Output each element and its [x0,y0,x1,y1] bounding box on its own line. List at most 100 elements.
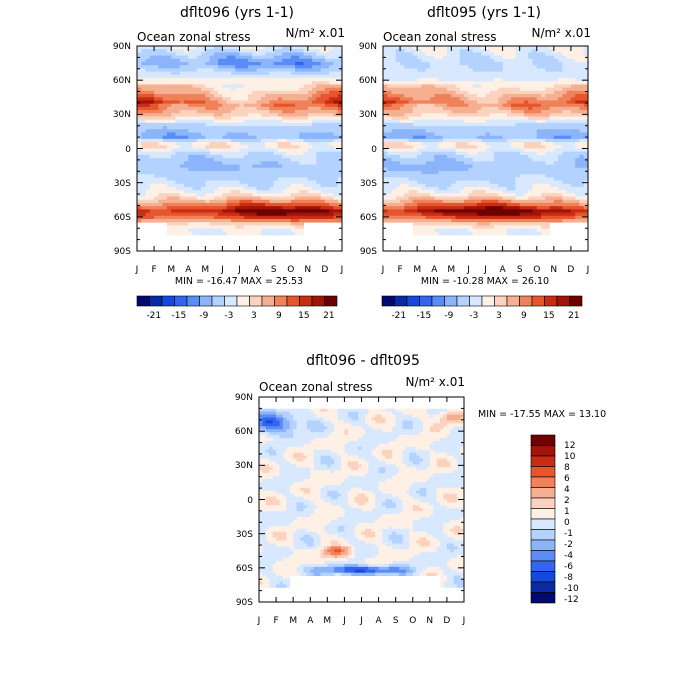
field-cell [511,94,516,98]
field-cell [515,138,521,143]
field-cell [149,100,155,105]
field-cell [218,78,223,82]
field-cell [269,135,275,140]
field-cell [455,68,461,73]
field-cell [408,84,414,89]
field-cell [235,164,240,169]
field-cell [549,87,555,92]
field-cell [523,106,529,111]
field-cell [277,161,283,165]
field-cell [329,145,334,149]
field-cell [337,174,343,178]
field-cell [395,87,401,92]
field-cell [252,90,257,95]
field-cell [417,71,422,76]
field-cell [235,74,240,79]
field-cell [158,58,164,63]
field-cell [324,74,330,79]
field-cell [162,113,168,117]
field-cell [575,122,580,127]
field-cell [438,135,444,140]
field-cell [295,199,300,204]
field-cell [494,65,499,69]
field-cell [511,110,516,114]
field-cell [459,87,465,92]
field-cell [468,106,474,111]
field-cell [579,119,585,124]
field-cell [528,90,533,95]
field-cell [412,154,418,159]
field-cell [286,206,292,210]
field-cell [248,97,253,101]
field-cell [459,183,465,188]
field-cell [273,231,279,236]
field-cell [494,87,499,92]
field-cell [511,142,516,146]
field-cell [137,94,142,98]
field-cell [404,55,410,60]
field-cell [519,135,525,140]
field-cell [438,158,444,162]
field-cell [387,158,392,162]
field-cell [179,225,185,229]
field-cell [472,103,478,108]
field-cell [324,138,330,143]
field-cell [511,135,516,140]
field-cell [145,55,151,60]
field-cell [162,132,168,137]
panel-1-cbar-label-1: -15 [172,311,187,321]
field-cell [183,49,189,53]
field-cell [141,164,146,169]
field-cell [528,142,533,146]
field-cell [570,55,576,60]
field-cell [137,113,142,117]
field-cell [320,110,326,114]
field-cell [154,148,159,153]
field-cell [162,49,168,53]
field-cell [429,154,435,159]
field-cell [269,90,275,95]
field-cell [472,46,478,50]
field-cell [277,151,283,156]
field-cell [468,158,474,162]
field-cell [333,129,339,133]
field-cell [256,116,262,121]
field-cell [282,55,287,60]
field-cell [316,122,322,127]
field-cell [290,71,296,76]
field-cell [192,190,198,194]
field-cell [265,154,270,159]
field-cell [502,126,508,130]
field-cell [269,100,275,105]
field-cell [558,167,563,172]
field-cell [329,167,334,172]
field-cell [282,174,287,178]
panel-1-subtitle: Ocean zonal stress [137,30,250,44]
field-cell [494,174,499,178]
field-cell [498,148,503,153]
field-cell [256,129,262,133]
field-cell [337,138,343,143]
field-cell [260,110,266,114]
field-cell [455,49,461,53]
field-cell [408,100,414,105]
field-cell [222,170,228,175]
field-cell [562,167,568,172]
panel-2-subtitle: Ocean zonal stress [383,30,496,44]
field-cell [239,209,245,213]
field-cell [400,158,405,162]
field-cell [235,90,240,95]
field-cell [391,74,397,79]
field-cell [248,58,253,63]
field-cell [545,100,550,105]
field-cell [222,215,228,220]
field-cell [201,71,206,76]
field-cell [226,190,232,194]
field-cell [248,186,253,191]
field-cell [337,218,343,223]
field-cell [307,126,313,130]
field-cell [188,71,193,76]
field-cell [188,119,193,124]
field-cell [201,177,206,181]
field-cell [404,180,410,185]
